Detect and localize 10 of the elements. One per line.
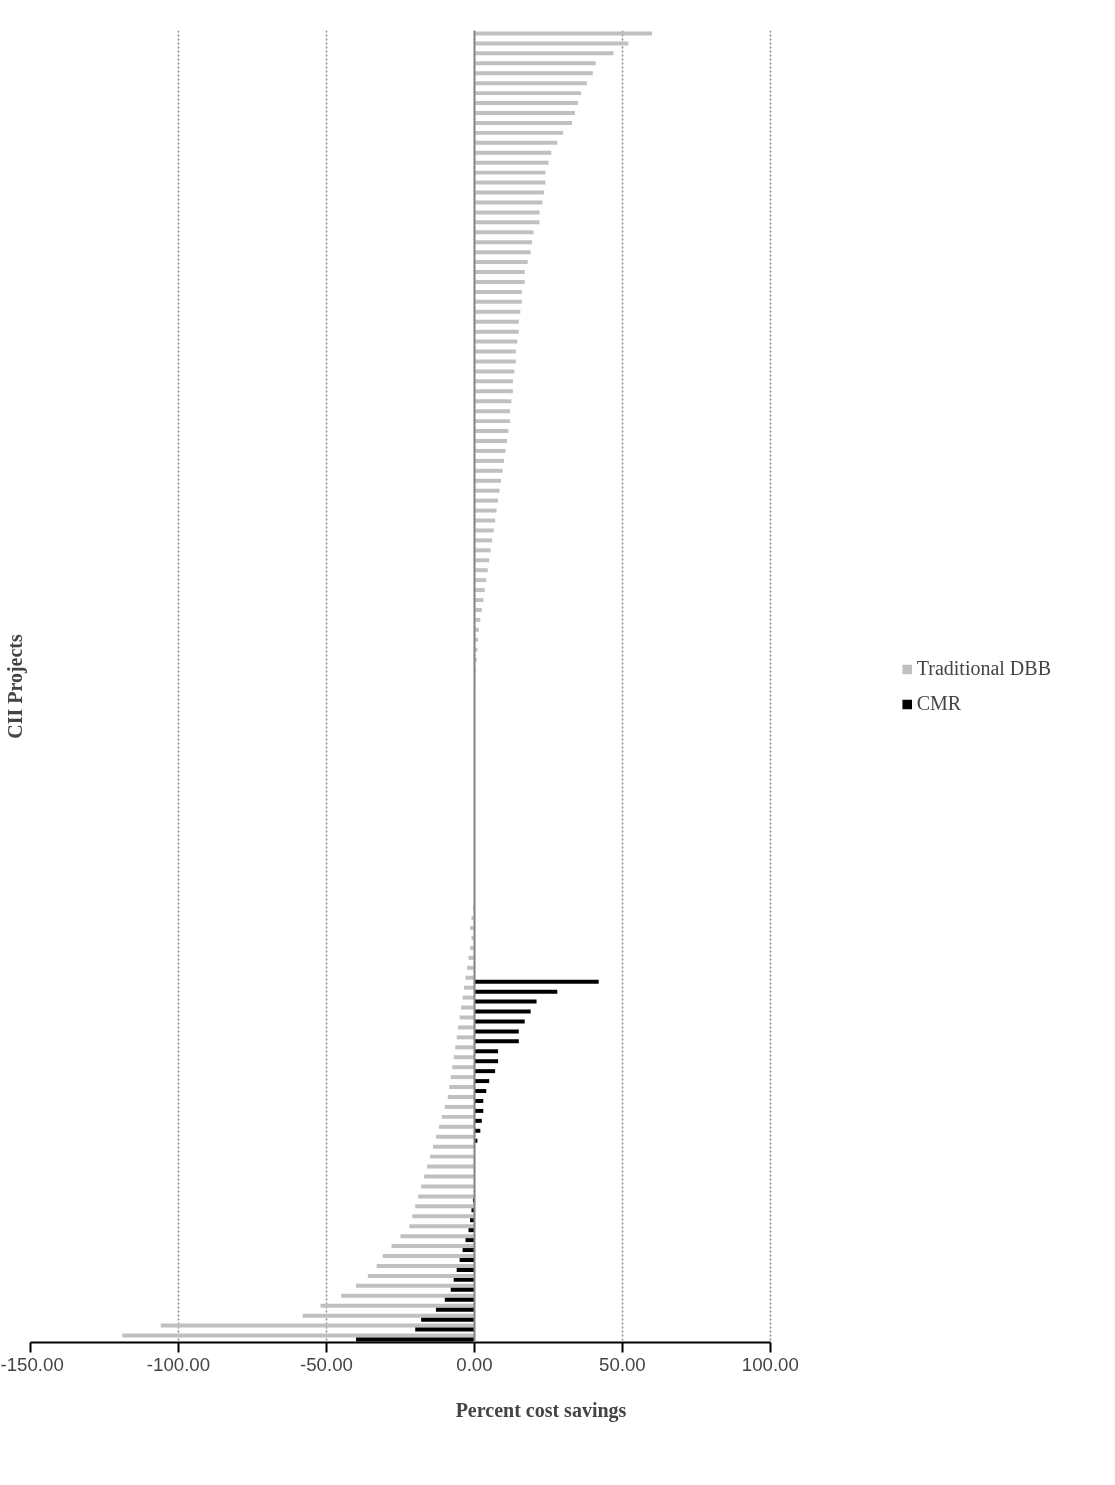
x-tick-label: 100.00 — [741, 1353, 799, 1375]
x-axis-title: Percent cost savings — [455, 1398, 627, 1422]
legend-label: CMR — [916, 692, 962, 715]
x-tick-label: -50.00 — [299, 1353, 353, 1375]
x-tick-label: -100.00 — [146, 1353, 211, 1375]
x-tick-label: 0.00 — [456, 1353, 493, 1375]
x-tick-label: -150.00 — [0, 1353, 64, 1375]
y-axis-title: CII Projects — [3, 633, 27, 739]
x-tick-label: 50.00 — [599, 1353, 646, 1375]
legend-label: Traditional DBB — [916, 657, 1051, 680]
